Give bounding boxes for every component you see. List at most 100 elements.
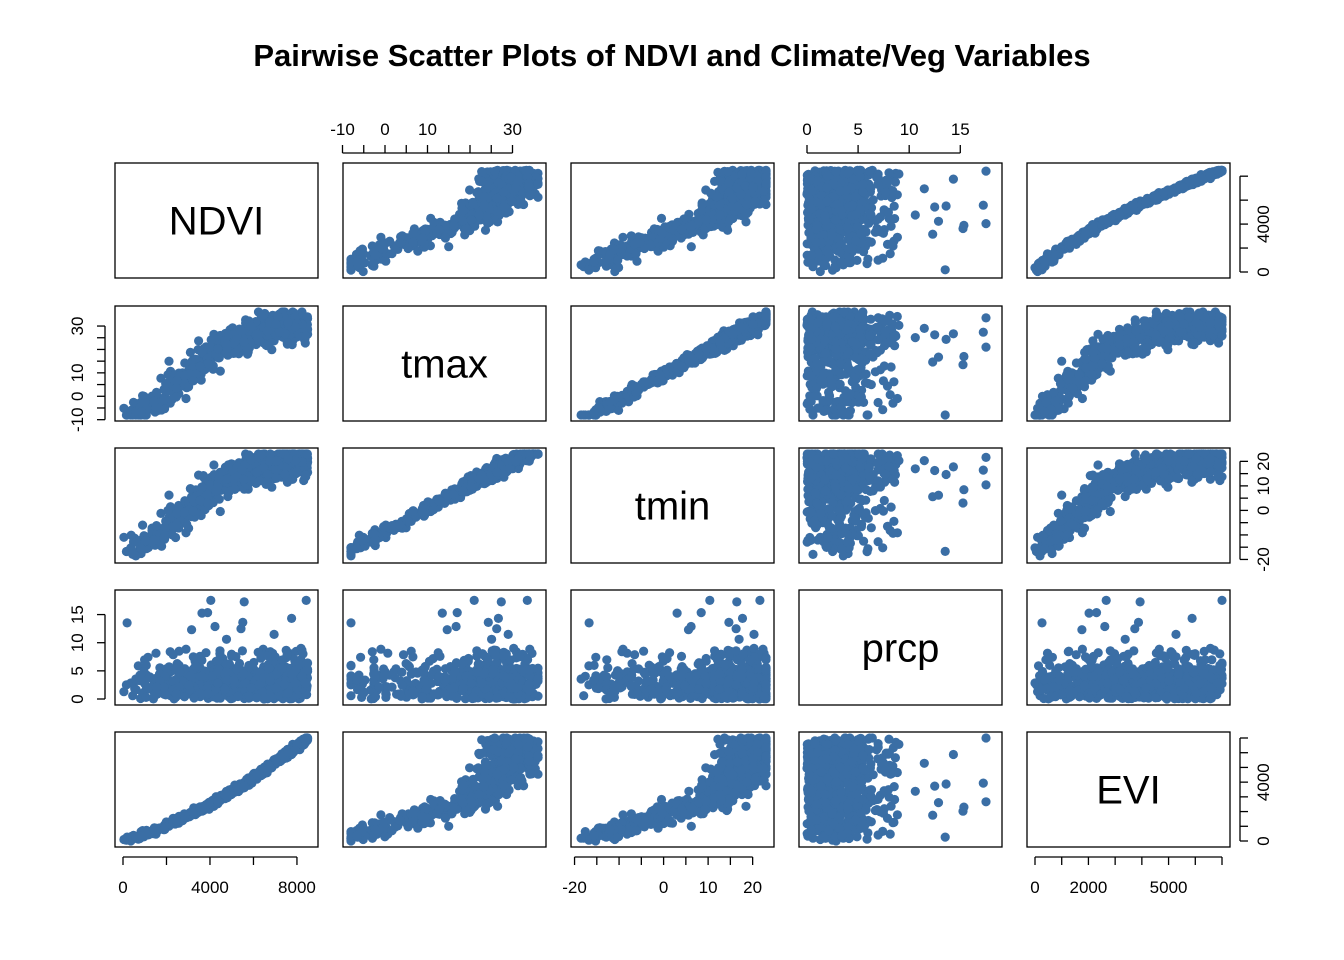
data-point [262, 326, 273, 336]
data-point [873, 214, 883, 224]
data-point [631, 249, 641, 259]
data-point [1088, 223, 1098, 234]
data-point [831, 167, 841, 177]
data-point [806, 250, 816, 260]
data-point [827, 231, 837, 241]
variable-label-NDVI: NDVI [169, 200, 265, 244]
data-point [865, 349, 876, 359]
data-point [164, 356, 174, 366]
data-point [892, 232, 903, 242]
data-point [300, 338, 310, 348]
panel-NDVI-vs-EVI [1026, 162, 1231, 279]
data-point [866, 380, 876, 390]
data-point [819, 260, 829, 270]
data-point [894, 169, 904, 179]
panel-tmax-vs-prcp [798, 305, 1003, 422]
data-point [466, 215, 476, 225]
data-point [605, 396, 615, 407]
data-point [387, 249, 397, 259]
data-point [1179, 183, 1189, 193]
data-point [605, 250, 615, 260]
panel-tmax-vs-tmax: tmax [342, 305, 547, 422]
data-point [728, 329, 738, 340]
data-point [1050, 250, 1060, 260]
data-point [656, 213, 667, 223]
data-point [948, 174, 959, 184]
data-point [742, 200, 752, 210]
data-point [812, 358, 822, 369]
chart-title: Pairwise Scatter Plots of NDVI and Clima… [253, 38, 1091, 73]
data-point [715, 210, 726, 220]
data-point [395, 238, 405, 248]
data-point [861, 369, 871, 379]
data-point [525, 191, 535, 201]
data-point [847, 200, 858, 210]
data-point [940, 410, 950, 420]
data-point [850, 192, 860, 202]
data-point [490, 166, 500, 176]
data-point [197, 347, 207, 357]
data-point [822, 319, 832, 329]
data-point [417, 233, 428, 243]
data-point [302, 312, 312, 322]
data-point [933, 216, 944, 226]
data-point [831, 215, 841, 225]
data-point [824, 249, 834, 259]
panel-frame [342, 162, 547, 279]
panel-NDVI-vs-tmax [342, 162, 547, 279]
data-point [724, 178, 734, 188]
data-point [477, 167, 487, 177]
data-point [1040, 257, 1050, 267]
data-point [880, 326, 891, 336]
data-point [865, 208, 876, 218]
data-point [804, 214, 814, 224]
data-point [856, 392, 867, 402]
data-point [822, 183, 832, 193]
data-point [1068, 238, 1078, 248]
data-point [941, 334, 951, 344]
data-point [807, 204, 817, 214]
data-point [858, 179, 868, 189]
data-point [910, 210, 920, 220]
data-point [919, 323, 929, 333]
data-point [863, 410, 873, 420]
data-point [831, 344, 841, 354]
data-point [1150, 193, 1161, 203]
data-point [632, 238, 642, 248]
data-point [171, 392, 181, 402]
data-point [820, 211, 830, 221]
data-point [828, 312, 839, 322]
data-point [179, 371, 190, 381]
data-point [715, 200, 725, 210]
data-point [499, 202, 509, 212]
data-point [194, 336, 204, 346]
data-point [479, 200, 489, 210]
data-point [837, 407, 847, 417]
data-point [839, 307, 849, 317]
data-point [697, 205, 707, 215]
data-point [632, 383, 642, 393]
data-point [910, 333, 920, 343]
data-point [370, 250, 381, 260]
data-point [352, 257, 362, 267]
data-point [761, 178, 771, 188]
data-point [880, 187, 891, 197]
data-point [271, 319, 281, 329]
data-point [941, 201, 951, 211]
data-point [171, 383, 181, 393]
data-point [686, 242, 696, 252]
data-point [480, 225, 491, 235]
panel-tmax-vs-tmin [570, 305, 775, 422]
data-point [873, 335, 883, 345]
data-point [1102, 215, 1112, 225]
data-point [159, 394, 169, 405]
data-point [843, 223, 853, 234]
data-point [408, 228, 418, 238]
data-point [458, 216, 468, 226]
data-point [834, 247, 845, 257]
data-point [873, 397, 883, 408]
data-point [933, 352, 944, 362]
data-point [928, 229, 938, 239]
data-point [804, 329, 814, 340]
data-point [1191, 176, 1201, 186]
